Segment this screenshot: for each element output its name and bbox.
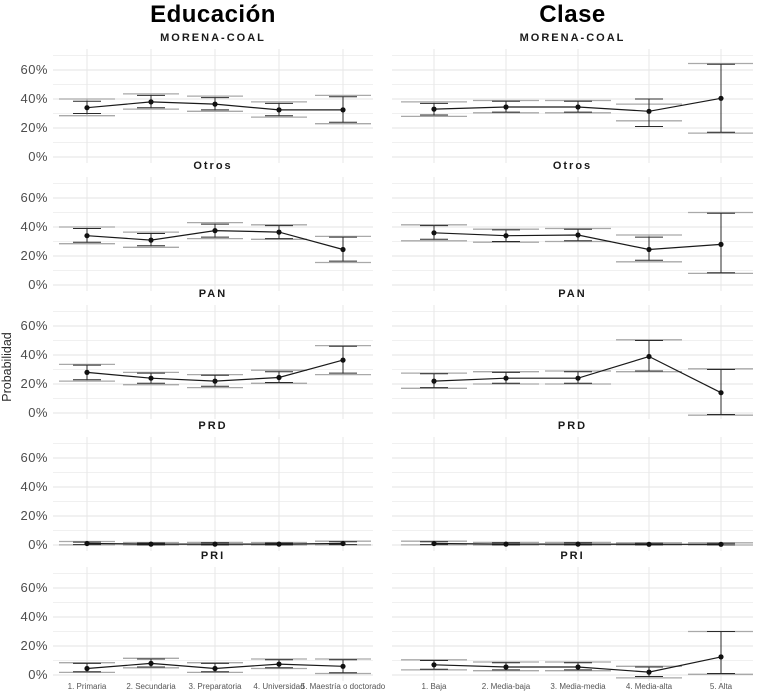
x-tick-label: 2. Media-baja <box>481 682 531 691</box>
panel-Educación-PAN <box>53 305 373 419</box>
y-tick-label: 20% <box>20 638 48 653</box>
panel-Educación-PRD <box>53 437 373 551</box>
panel-Clase-MORENA-COAL <box>392 49 753 163</box>
y-tick-label: 40% <box>20 219 48 234</box>
x-tick-label: 3. Media-media <box>550 682 606 691</box>
y-tick-label: 0% <box>28 277 48 292</box>
facet-strip-title: MORENA-COAL <box>160 32 266 44</box>
facet-strip-title: PRD <box>198 420 228 432</box>
facet-strip-title: PRI <box>560 550 585 562</box>
y-tick-label: 40% <box>20 609 48 624</box>
y-tick-label: 0% <box>28 667 48 682</box>
y-tick-label: 40% <box>20 347 48 362</box>
panel-Educación-MORENA-COAL <box>53 49 373 163</box>
panel-Educación-Otros <box>53 177 373 291</box>
y-tick-label: 20% <box>20 508 48 523</box>
panel-Clase-PRI <box>392 567 753 681</box>
x-tick-label: 4. Media-alta <box>625 682 673 691</box>
facet-strip-title: PRI <box>200 550 226 562</box>
x-tick-label: 2. Secundaria <box>126 682 176 691</box>
y-tick-label: 60% <box>20 190 48 205</box>
y-tick-label: 60% <box>20 318 48 333</box>
y-tick-label: 0% <box>28 537 48 552</box>
y-tick-label: 60% <box>20 450 48 465</box>
facet-strip-title: Otros <box>193 160 233 172</box>
x-tick-label: 5. Alta <box>709 682 733 691</box>
facet-strip-title: PAN <box>558 288 587 300</box>
panel-Clase-PRD <box>392 437 753 551</box>
y-tick-label: 40% <box>20 479 48 494</box>
x-tick-label: 1. Primaria <box>67 682 107 691</box>
facet-strip-title: PAN <box>198 288 228 300</box>
panel-Educación-PRI <box>53 567 373 681</box>
x-tick-label: 5. Maestría o doctorado <box>300 682 386 691</box>
facet-strip-title: Otros <box>552 160 593 172</box>
y-tick-label: 20% <box>20 120 48 135</box>
x-tick-label: 3. Preparatoria <box>188 682 242 691</box>
y-tick-label: 20% <box>20 248 48 263</box>
y-tick-label: 0% <box>28 149 48 164</box>
column-title-clase: Clase <box>539 1 606 28</box>
y-tick-label: 60% <box>20 580 48 595</box>
facet-strip-title: MORENA-COAL <box>519 32 626 44</box>
y-tick-label: 60% <box>20 62 48 77</box>
x-tick-label: 4. Universidad <box>253 682 305 691</box>
x-tick-label: 1. Baja <box>421 682 447 691</box>
y-tick-label: 40% <box>20 91 48 106</box>
y-tick-label: 20% <box>20 376 48 391</box>
panel-Clase-PAN <box>392 305 753 419</box>
y-axis-title: Probabilidad <box>0 332 14 402</box>
column-title-educacion: Educación <box>150 1 276 28</box>
facet-strip-title: PRD <box>557 420 588 432</box>
y-tick-label: 0% <box>28 405 48 420</box>
panel-Clase-Otros <box>392 177 753 291</box>
